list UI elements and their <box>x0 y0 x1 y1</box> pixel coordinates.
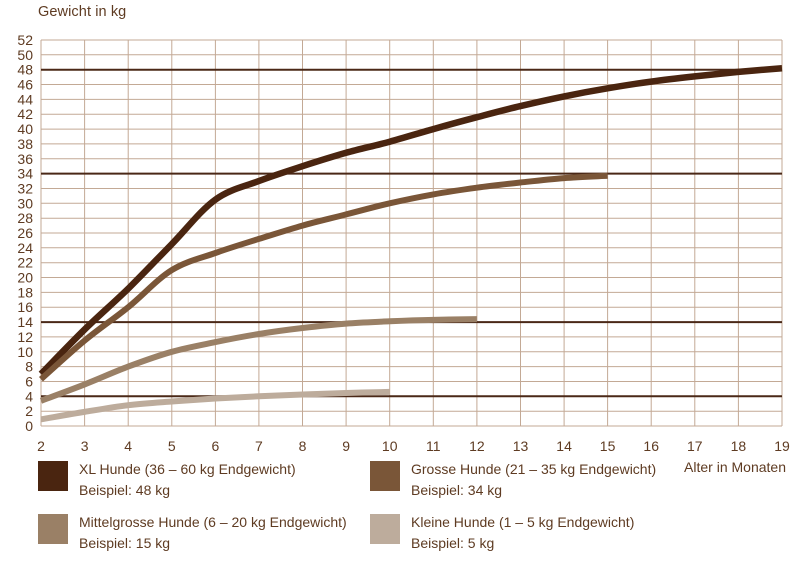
svg-text:12: 12 <box>469 438 485 454</box>
svg-text:36: 36 <box>17 151 33 167</box>
svg-text:22: 22 <box>17 255 33 271</box>
growth-curve-0 <box>38 64 783 377</box>
svg-text:26: 26 <box>17 225 33 241</box>
svg-text:4: 4 <box>124 438 132 454</box>
legend-item-mittelgrosse-hunde: Mittelgrosse Hunde (6 – 20 kg Endgewicht… <box>38 514 347 554</box>
dog-weight-growth-chart: 0246810121416182022242628303234363840424… <box>17 32 790 454</box>
legend-label: XL Hunde (36 – 60 kg Endgewicht) <box>79 461 296 477</box>
legend-swatch-grosse-hunde <box>370 461 400 491</box>
svg-text:14: 14 <box>556 438 572 454</box>
legend-label: Kleine Hunde (1 – 5 kg Endgewicht) <box>411 514 635 530</box>
svg-text:10: 10 <box>17 344 33 360</box>
svg-text:18: 18 <box>731 438 747 454</box>
svg-text:4: 4 <box>25 388 33 404</box>
svg-text:0: 0 <box>25 418 33 434</box>
svg-text:46: 46 <box>17 77 33 93</box>
svg-text:12: 12 <box>17 329 33 345</box>
svg-text:8: 8 <box>299 438 307 454</box>
svg-text:11: 11 <box>426 438 441 454</box>
svg-text:10: 10 <box>382 438 398 454</box>
svg-text:19: 19 <box>774 438 790 454</box>
legend-swatch-kleine-hunde <box>370 514 400 544</box>
svg-text:16: 16 <box>643 438 659 454</box>
svg-text:9: 9 <box>342 438 350 454</box>
svg-text:48: 48 <box>17 62 33 78</box>
legend-item-xl-hunde: XL Hunde (36 – 60 kg Endgewicht) Beispie… <box>38 461 296 501</box>
svg-text:28: 28 <box>17 210 33 226</box>
svg-text:3: 3 <box>81 438 89 454</box>
svg-text:44: 44 <box>17 91 33 107</box>
svg-text:5: 5 <box>168 438 176 454</box>
growth-curve-1 <box>39 172 608 382</box>
svg-text:18: 18 <box>17 284 33 300</box>
svg-text:7: 7 <box>255 438 263 454</box>
svg-text:2: 2 <box>25 403 33 419</box>
svg-text:13: 13 <box>513 438 529 454</box>
vertical-gridlines <box>40 40 783 426</box>
growth-curve-2 <box>39 316 477 404</box>
svg-text:32: 32 <box>17 181 33 197</box>
legend-example: Beispiel: 5 kg <box>411 535 495 551</box>
svg-text:30: 30 <box>17 195 33 211</box>
svg-text:6: 6 <box>25 374 33 390</box>
growth-curve-3 <box>40 388 390 423</box>
legend-example: Beispiel: 34 kg <box>411 482 503 498</box>
legend-swatch-mittelgrosse-hunde <box>38 514 68 544</box>
svg-text:20: 20 <box>17 270 33 286</box>
legend-item-kleine-hunde: Kleine Hunde (1 – 5 kg Endgewicht) Beisp… <box>370 514 634 554</box>
svg-text:15: 15 <box>600 438 616 454</box>
legend-example: Beispiel: 15 kg <box>79 535 171 551</box>
x-tick-labels: 2 3 4 5 6 7 8 9 10 11 12 13 14 15 16 17 18 19 <box>37 438 790 454</box>
legend-example: Beispiel: 48 kg <box>79 482 171 498</box>
horizontal-gridlines <box>41 39 782 427</box>
x-axis-title: Alter in Monaten <box>684 459 786 475</box>
svg-text:38: 38 <box>17 136 33 152</box>
svg-text:52: 52 <box>17 32 33 48</box>
y-tick-labels: 0246810121416182022242628303234363840424… <box>17 32 33 434</box>
svg-text:42: 42 <box>17 106 33 122</box>
legend-label: Grosse Hunde (21 – 35 kg Endgewicht) <box>411 461 657 477</box>
svg-text:17: 17 <box>687 438 703 454</box>
svg-text:40: 40 <box>17 121 33 137</box>
svg-text:16: 16 <box>17 299 33 315</box>
svg-text:34: 34 <box>17 166 33 182</box>
svg-text:14: 14 <box>17 314 33 330</box>
svg-text:2: 2 <box>37 438 45 454</box>
legend-label: Mittelgrosse Hunde (6 – 20 kg Endgewicht… <box>79 514 347 530</box>
svg-text:24: 24 <box>17 240 33 256</box>
svg-text:50: 50 <box>17 47 33 63</box>
legend-item-grosse-hunde: Grosse Hunde (21 – 35 kg Endgewicht) Bei… <box>370 461 656 501</box>
legend-swatch-xl-hunde <box>38 461 68 491</box>
svg-text:6: 6 <box>212 438 220 454</box>
y-axis-title: Gewicht in kg <box>38 4 127 20</box>
svg-text:8: 8 <box>25 359 33 375</box>
